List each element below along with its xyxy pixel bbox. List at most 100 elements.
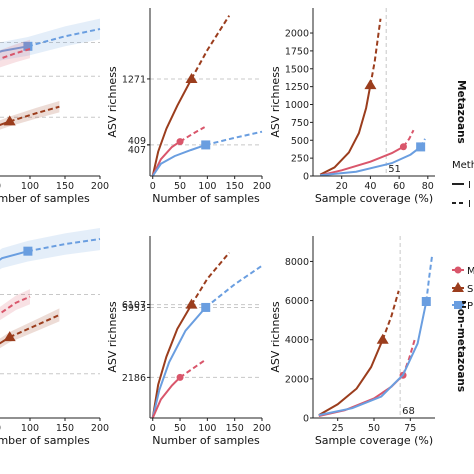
series-metabarcoding — [151, 359, 206, 419]
strip-label-bottom: Non-metazoans — [455, 300, 467, 392]
extrapolated-line — [9, 105, 60, 123]
y-tick-label: 8000 — [285, 257, 309, 268]
extrapolated-line — [179, 359, 206, 379]
x-tick-label: 200 — [253, 423, 271, 434]
interpolated-line — [0, 120, 11, 127]
legend-line-label-1: I — [468, 180, 471, 191]
y-tick-label: 6000 — [285, 296, 309, 307]
series-shotgun — [318, 290, 400, 416]
legend-line-label-2: I — [468, 199, 471, 210]
x-tick-label: 200 — [91, 181, 109, 192]
y-tick-label: 1500 — [285, 64, 309, 75]
legend: Meth I I M S P — [452, 160, 474, 312]
extrapolated-line — [27, 28, 101, 48]
extrapolated-line — [0, 295, 31, 315]
x-axis-title: Number of samples — [152, 434, 260, 447]
legend-marker-label-3: P — [467, 301, 473, 312]
y-tick-label: 250 — [291, 154, 309, 165]
x-tick-label: 50 — [174, 181, 186, 192]
interpolated-line — [0, 336, 11, 345]
y-tick-label: 0 — [303, 414, 309, 425]
extrapolated-line — [190, 252, 230, 306]
legend-phylo-marker — [454, 301, 462, 309]
series-shotgun — [0, 101, 60, 130]
y-axis-title: ASV richness — [269, 66, 282, 138]
x-tick-label: 40 — [364, 181, 376, 192]
y-axis-title: ASV richness — [106, 301, 119, 373]
series-shotgun — [151, 15, 231, 177]
confidence-band — [0, 308, 60, 349]
x-tick-label: 60 — [393, 181, 405, 192]
y-tick-label: 500 — [291, 136, 309, 147]
y-tick-label: 1271 — [122, 74, 146, 85]
interpolated-line — [320, 146, 422, 177]
x-axis-title: Number of samples — [152, 192, 260, 205]
observed-point-square — [201, 302, 211, 312]
reference-vline-label: 68 — [402, 406, 415, 417]
series-phylo — [0, 228, 101, 270]
observed-point-square — [23, 41, 33, 51]
y-tick-label: 409 — [128, 136, 146, 147]
x-tick-label: 150 — [226, 423, 244, 434]
x-tick-label: 75 — [404, 423, 416, 434]
legend-title: Meth — [452, 160, 474, 171]
y-tick-label: 1250 — [285, 82, 309, 93]
chart-panels: 50100150200Number of samples050100150200… — [0, 8, 435, 447]
interpolated-line — [151, 306, 207, 419]
panel-3: 51 20 40 60 80 0 250 500 750 1000 1250 1500 1750 2000… — [269, 8, 435, 205]
interpolated-line — [151, 140, 181, 177]
interpolated-line — [151, 78, 193, 177]
series-phylo — [318, 255, 434, 417]
panel-1: 50 100 150 200Number of samples — [0, 18, 109, 205]
x-axis-title: Number of samples — [0, 192, 90, 205]
interpolated-line — [318, 339, 384, 416]
series-phylo — [320, 138, 426, 177]
x-tick-label: 150 — [56, 423, 74, 434]
y-tick-label: 5953 — [122, 303, 146, 314]
legend-shotgun-marker — [452, 282, 464, 292]
strip-label-top: Metazoans — [455, 80, 467, 144]
y-tick-label: 0 — [303, 172, 309, 183]
extrapolated-line — [205, 130, 263, 146]
x-tick-label: 50 — [368, 423, 380, 434]
interpolated-line — [151, 143, 207, 177]
confidence-band — [0, 39, 30, 68]
interpolated-line — [0, 45, 29, 53]
x-tick-label: 100 — [198, 423, 216, 434]
legend-marker-label-2: S — [467, 284, 473, 295]
y-axis-title: ASV richness — [269, 301, 282, 373]
interpolated-line — [0, 250, 29, 261]
series-shotgun — [0, 308, 60, 349]
observed-point-triangle — [185, 72, 198, 83]
x-tick-label: 50 — [0, 423, 1, 434]
observed-point-triangle — [376, 333, 389, 344]
extrapolated-line — [190, 15, 231, 80]
x-axis-title: Sample coverage (%) — [315, 192, 433, 205]
series-metabarcoding — [319, 129, 415, 177]
series-phylo — [151, 264, 263, 419]
legend-metabarcoding-marker — [454, 266, 462, 274]
x-tick-label: 25 — [332, 423, 344, 434]
observed-point-square — [201, 140, 211, 150]
y-tick-label: 2000 — [285, 374, 309, 385]
x-tick-label: 150 — [226, 181, 244, 192]
extrapolated-line — [205, 264, 263, 309]
confidence-band — [0, 289, 30, 321]
series-shotgun — [151, 252, 230, 419]
x-tick-label: 100 — [198, 181, 216, 192]
observed-point-circle — [176, 373, 184, 381]
series-metabarcoding — [0, 39, 31, 68]
series-phylo — [0, 18, 101, 61]
series-phylo — [151, 130, 263, 177]
x-tick-label: 50 — [174, 423, 186, 434]
interpolated-line — [318, 301, 428, 417]
x-tick-label: 0 — [150, 181, 156, 192]
x-tick-label: 80 — [422, 181, 434, 192]
y-tick-label: 6107 — [122, 300, 146, 311]
x-tick-label: 0 — [150, 423, 156, 434]
observed-point-square — [421, 297, 431, 307]
observed-point-triangle — [364, 79, 377, 90]
